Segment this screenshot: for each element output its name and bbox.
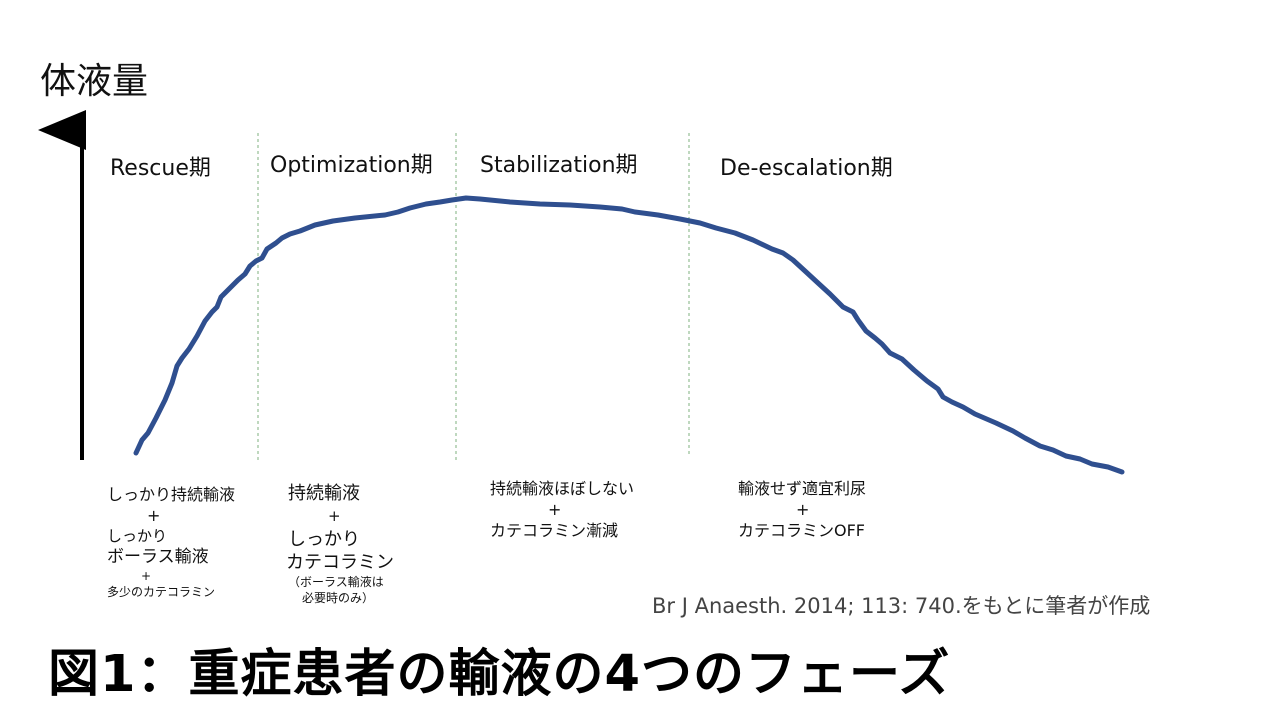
note-line: 持続輸液 xyxy=(288,483,360,504)
phase-label-optimization: Optimization期 xyxy=(270,153,433,178)
note-optimization: 持続輸液 + しっかり カテコラミン （ボーラス輸液は 必要時のみ） xyxy=(286,482,394,606)
note-rescue: しっかり持続輸液 + しっかり ボーラス輸液 + 多少のカテコラミン xyxy=(107,484,235,600)
note-stabilization: 持続輸液ほぼしない + カテコラミン漸減 xyxy=(490,478,634,541)
source-citation: Br J Anaesth. 2014; 113: 740.をもとに筆者が作成 xyxy=(652,594,1151,618)
figure-caption: 図1：重症患者の輸液の4つのフェーズ xyxy=(48,645,951,704)
note-plus: + xyxy=(141,569,152,583)
note-line: 持続輸液ほぼしない xyxy=(490,479,635,498)
note-plus: + xyxy=(796,500,810,519)
phase-label-stabilization: Stabilization期 xyxy=(480,153,638,178)
note-line: しっかり持続輸液 xyxy=(107,485,236,504)
note-line: 多少のカテコラミン xyxy=(107,585,216,599)
note-line: カテコラミン xyxy=(286,552,394,573)
note-line: しっかり xyxy=(288,529,360,550)
note-sub: （ボーラス輸液は xyxy=(288,575,384,589)
note-plus: + xyxy=(548,500,562,519)
fluid-volume-curve xyxy=(133,195,1125,475)
note-line: カテコラミンOFF xyxy=(738,521,866,540)
note-sub: 必要時のみ） xyxy=(302,591,375,605)
note-plus: + xyxy=(328,507,341,525)
note-plus: + xyxy=(147,506,161,525)
phase-label-deescalation: De-escalation期 xyxy=(720,156,893,181)
y-axis-label: 体液量 xyxy=(40,61,149,102)
note-line: しっかり xyxy=(107,527,168,545)
note-deescalation: 輸液せず適宜利尿 + カテコラミンOFF xyxy=(738,478,866,541)
note-line: 輸液せず適宜利尿 xyxy=(738,479,867,498)
phase-label-rescue: Rescue期 xyxy=(110,156,211,181)
note-line: ボーラス輸液 xyxy=(107,547,209,567)
note-line: カテコラミン漸減 xyxy=(490,521,619,540)
